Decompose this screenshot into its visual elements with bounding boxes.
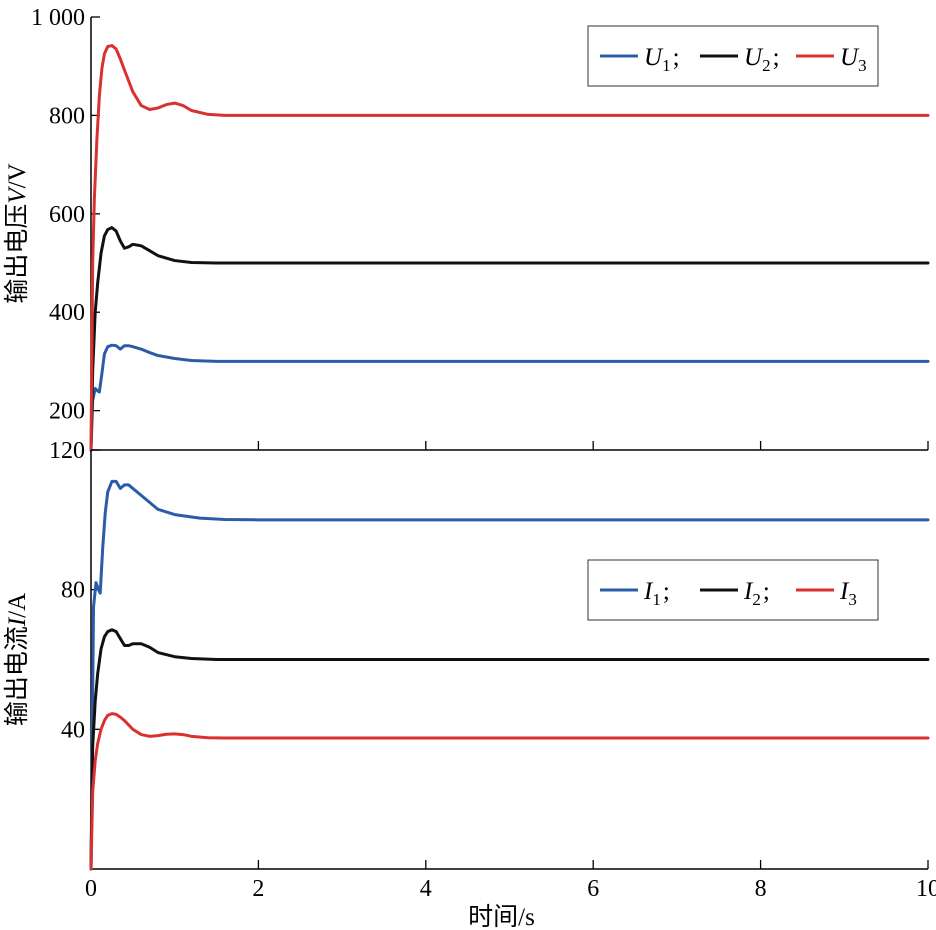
- legend-label-u1: U1;: [644, 44, 680, 75]
- series-line-u1: [89, 343, 930, 452]
- series-line-i2: [89, 628, 930, 871]
- x-tick-label: 2: [252, 876, 264, 902]
- y-tick-label: 800: [49, 103, 85, 129]
- series-line-i1: [89, 479, 930, 871]
- series-line-u3: [89, 44, 930, 452]
- current-panel: 0 2 4 6 8 10 40 80 120 输出电流I/A 时间/s I1; I2; I3: [3, 438, 936, 930]
- voltage-panel: 200 400 600 800 1 000 输出电压V/V U1; U2; U3: [3, 5, 930, 452]
- y-tick-label: 40: [61, 717, 85, 743]
- y-tick-label: 600: [49, 202, 85, 228]
- y-tick-label: 1 000: [31, 5, 85, 31]
- y-tick-label: 120: [49, 438, 85, 464]
- legend-label-u2: U2;: [744, 44, 780, 75]
- y-tick-label: 200: [49, 399, 85, 425]
- y-tick-label: 400: [49, 300, 85, 326]
- legend-label-u3: U3: [840, 44, 867, 75]
- x-tick-label: 4: [420, 876, 432, 902]
- x-tick-label: 6: [587, 876, 599, 902]
- legend-label-i1: I1;: [643, 578, 670, 609]
- legend: I1; I2; I3: [587, 559, 879, 621]
- y-axis-title: 输出电压V/V: [3, 163, 31, 303]
- x-axis-title: 时间/s: [468, 903, 535, 930]
- x-tick-label: 10: [916, 876, 936, 902]
- x-tick-label: 8: [755, 876, 767, 902]
- series-line-i3: [89, 712, 930, 871]
- legend: U1; U2; U3: [587, 25, 879, 87]
- legend-label-i3: I3: [839, 578, 857, 609]
- legend-label-i2: I2;: [743, 578, 770, 609]
- y-axis-title: 输出电流I/A: [3, 593, 31, 726]
- series-line-u2: [89, 226, 930, 452]
- x-tick-label: 0: [85, 876, 97, 902]
- y-tick-label: 80: [61, 578, 85, 604]
